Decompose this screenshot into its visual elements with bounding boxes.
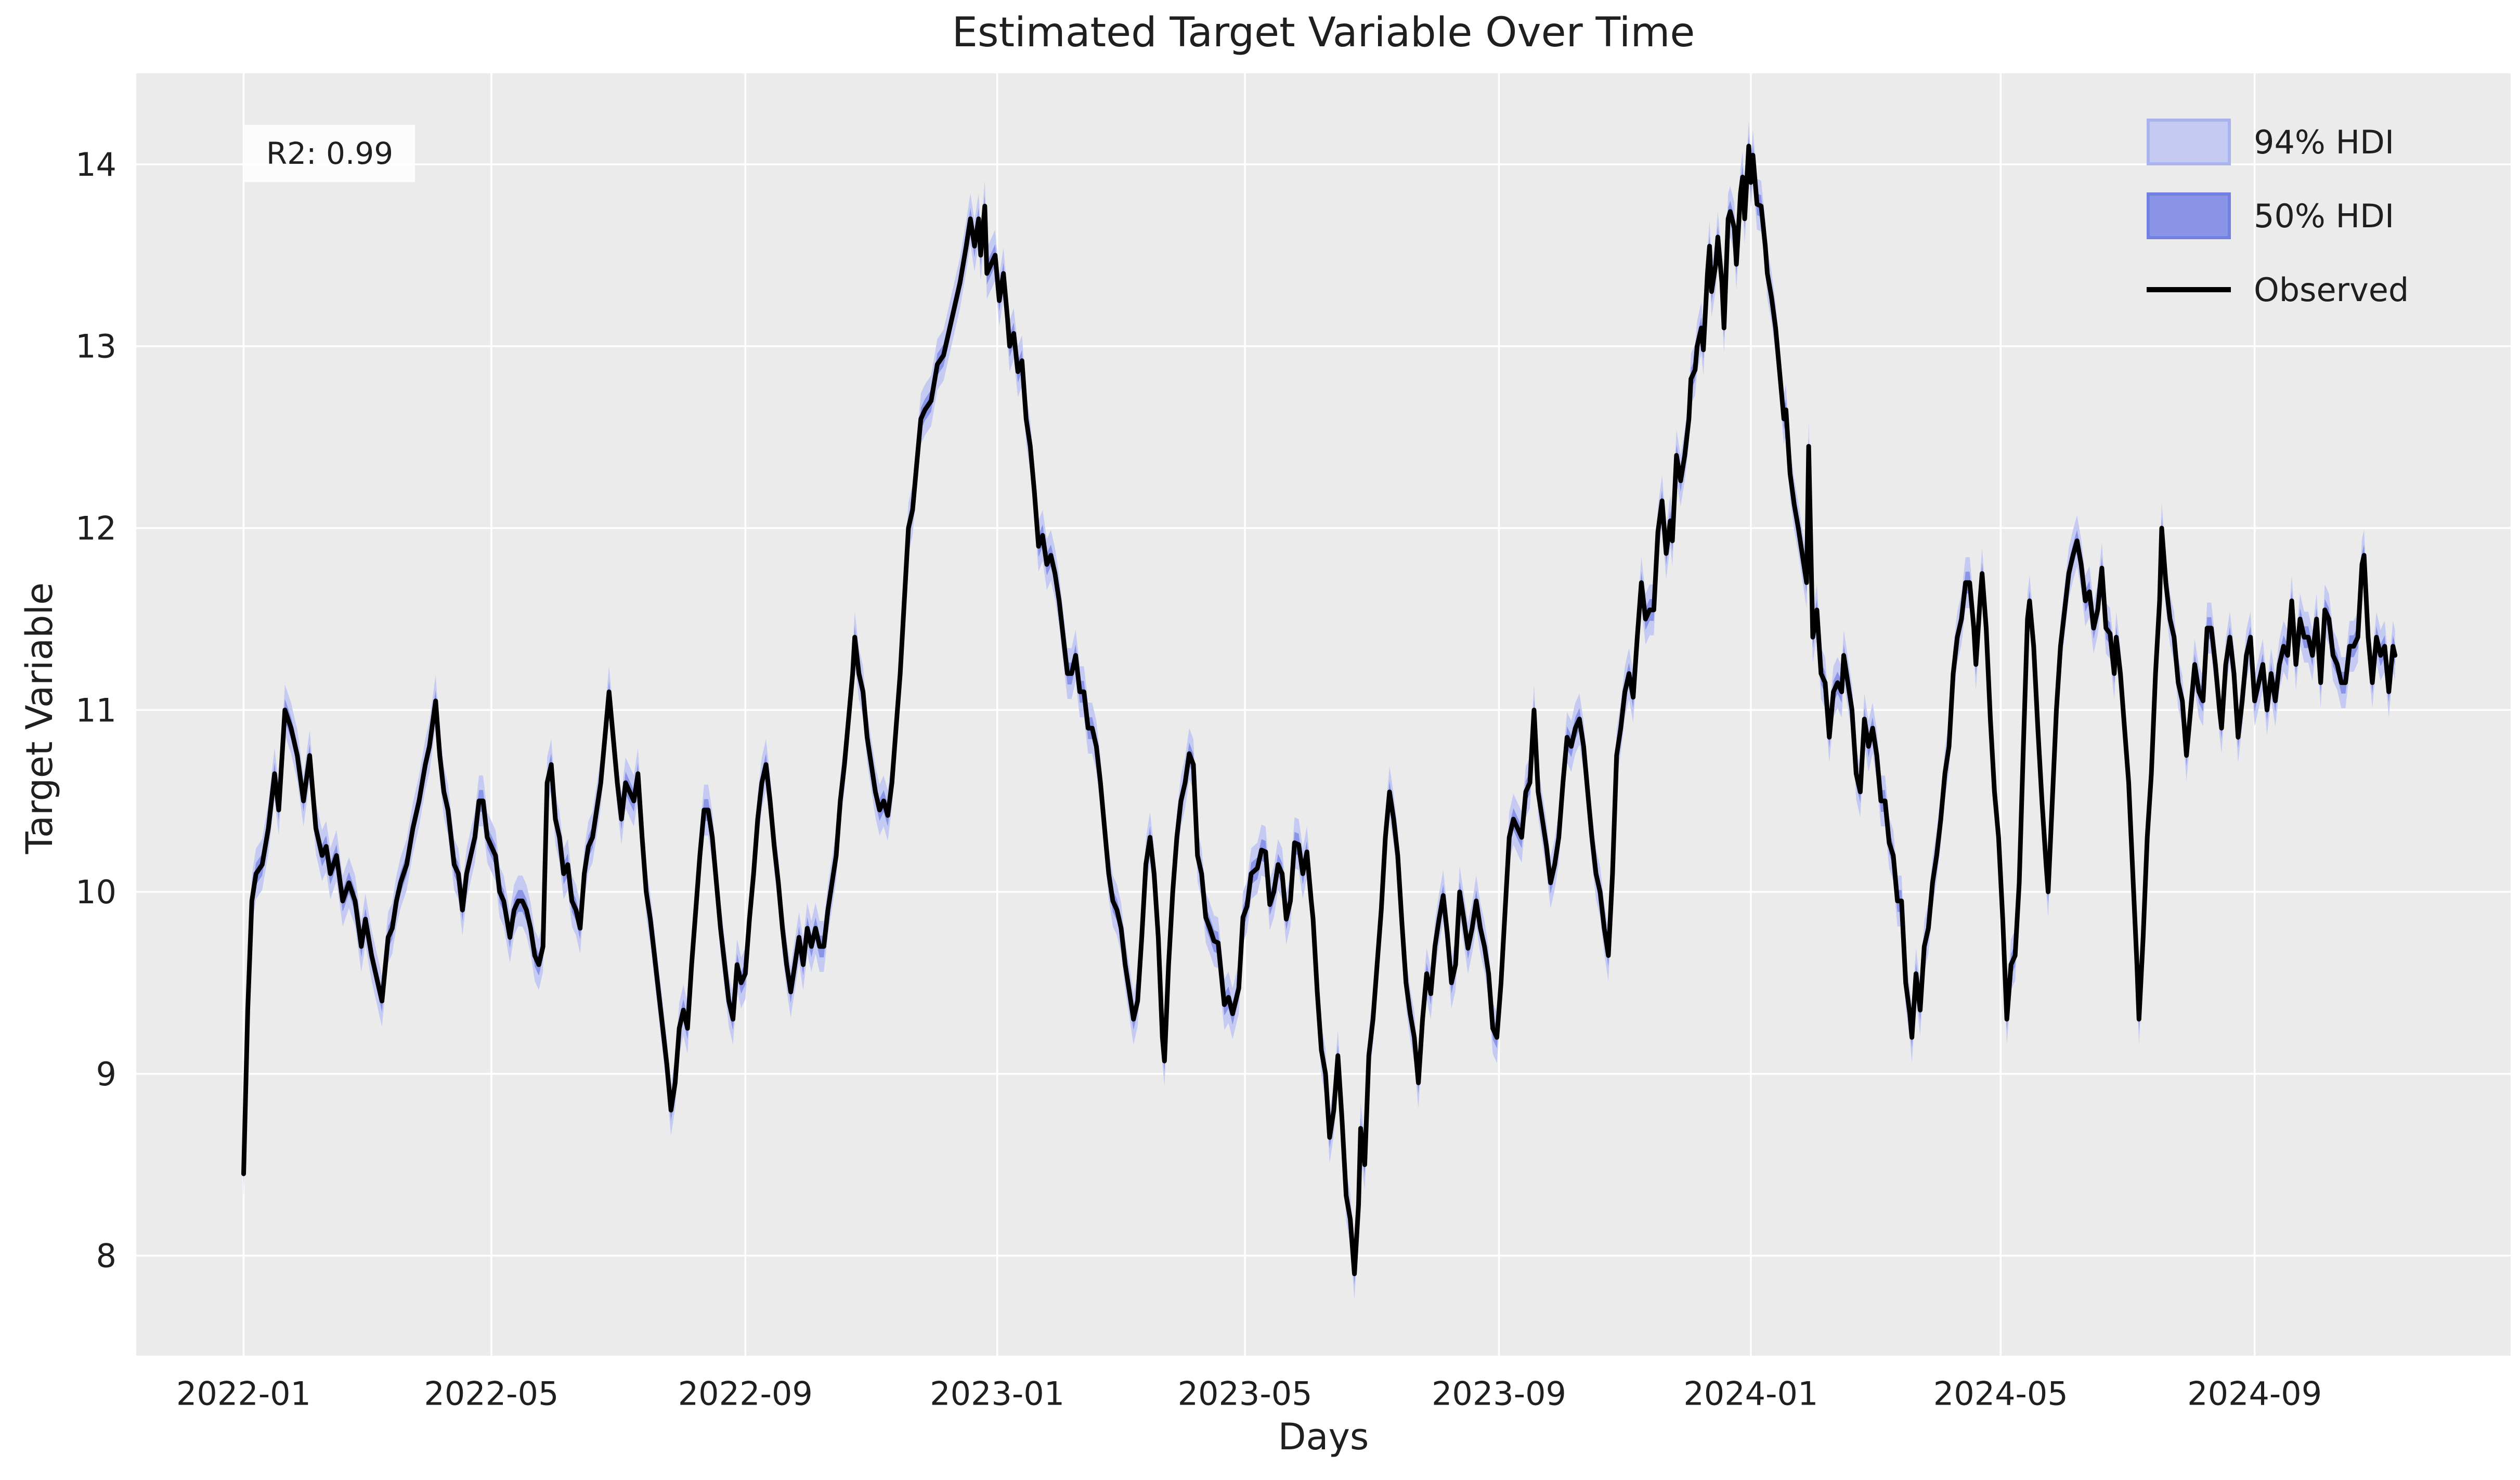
y-tick-label: 13 (75, 328, 116, 366)
chart-title: Estimated Target Variable Over Time (952, 9, 1695, 56)
x-tick-label: 2024-01 (1683, 1374, 1818, 1412)
y-tick-label: 12 (75, 509, 116, 547)
legend-row-50-hdi: 50% HDI (2147, 192, 2409, 239)
x-tick-label: 2023-05 (1178, 1374, 1313, 1412)
x-tick-label: 2023-01 (930, 1374, 1064, 1412)
y-tick-label: 14 (75, 146, 116, 184)
x-tick-label: 2022-01 (176, 1374, 311, 1412)
legend-row-observed: Observed (2147, 266, 2409, 313)
y-tick-label: 10 (75, 873, 116, 911)
hdi94-swatch (2147, 119, 2231, 165)
y-tick-label: 8 (96, 1237, 116, 1275)
r2-annotation: R2: 0.99 (244, 125, 415, 182)
x-tick-label: 2024-05 (1933, 1374, 2068, 1412)
hdi50-label: 50% HDI (2254, 197, 2395, 235)
x-tick-label: 2023-09 (1432, 1374, 1566, 1412)
observed-line (241, 144, 2398, 1277)
plot-area (136, 73, 2511, 1356)
y-tick-label: 11 (75, 691, 116, 729)
y-tick-label: 9 (96, 1055, 116, 1093)
x-tick-label: 2022-09 (678, 1374, 813, 1412)
legend-row-94-hdi: 94% HDI (2147, 119, 2409, 165)
r2-annotation-text: R2: 0.99 (266, 136, 394, 171)
legend: 94% HDI 50% HDI Observed (2147, 119, 2409, 313)
observed-swatch (2147, 266, 2231, 313)
x-tick-label: 2024-09 (2187, 1374, 2322, 1412)
y-axis-label: Target Variable (18, 582, 61, 854)
x-axis-label: Days (1278, 1416, 1369, 1458)
hdi94-label: 94% HDI (2254, 123, 2395, 161)
x-tick-label: 2022-05 (424, 1374, 558, 1412)
observed-label: Observed (2254, 270, 2409, 309)
hdi50-swatch (2147, 192, 2231, 239)
